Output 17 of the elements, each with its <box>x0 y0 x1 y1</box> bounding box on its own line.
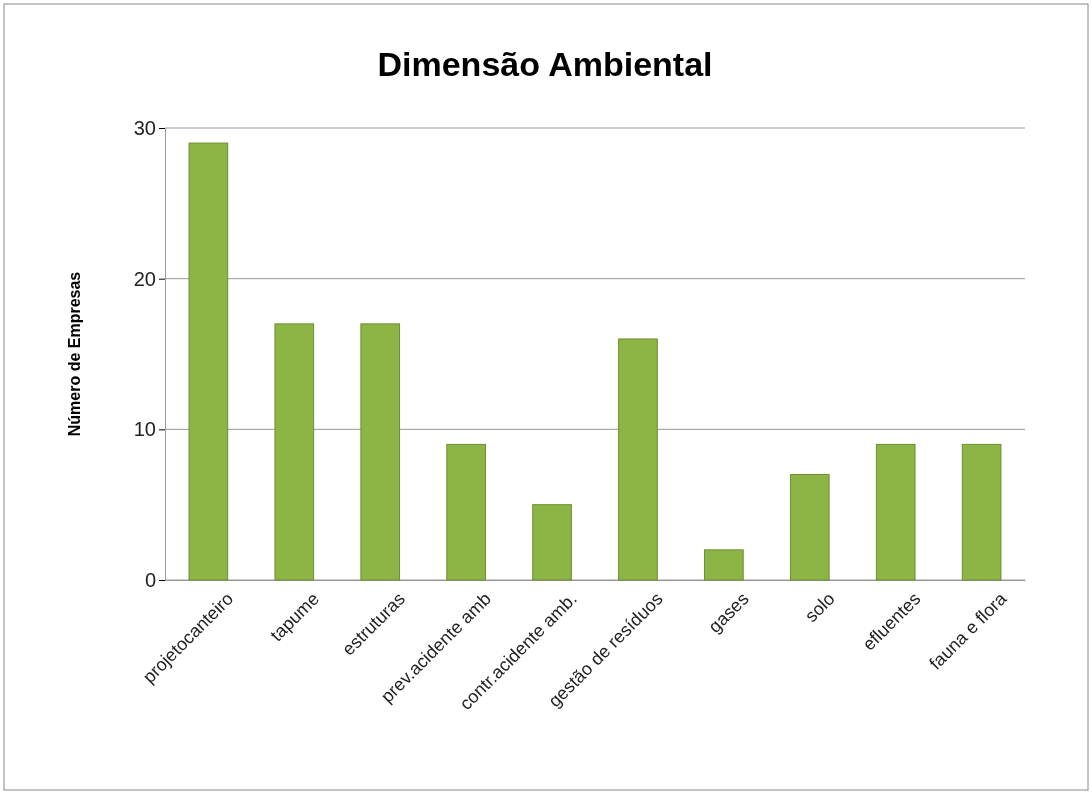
y-tick-label: 30 <box>133 116 156 139</box>
bar <box>961 443 1002 581</box>
y-tick-label: 0 <box>144 568 156 591</box>
bar <box>704 549 744 581</box>
y-tick-label: 20 <box>133 267 156 290</box>
bar <box>446 443 486 581</box>
y-tick-label: 10 <box>133 418 156 441</box>
bar <box>274 323 315 581</box>
bar <box>532 504 572 581</box>
bar <box>618 338 658 581</box>
bar <box>789 474 830 581</box>
x-tick-label: solo <box>801 588 839 627</box>
y-axis-title: Número de Empresas <box>66 271 83 437</box>
bar <box>360 323 401 581</box>
chart-title: Dimensão Ambiental <box>377 45 713 83</box>
bar <box>188 142 229 581</box>
bar <box>875 443 916 581</box>
